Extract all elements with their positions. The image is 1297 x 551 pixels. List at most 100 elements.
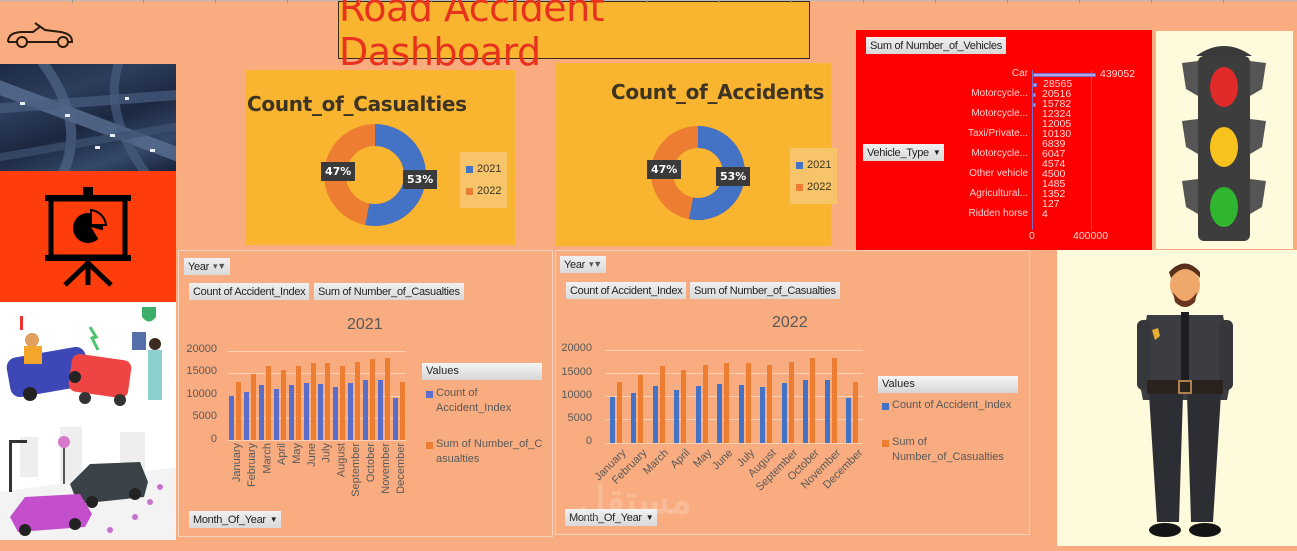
bar [295, 365, 301, 440]
legend-count-accident: Count of Accident_Index [426, 386, 526, 416]
month-label: October [364, 443, 377, 483]
legend-swatch-2022 [466, 187, 473, 195]
vehicles-bar-chart[interactable]: Sum of Number_of_Vehicles Vehicle_Type ▼… [856, 30, 1152, 250]
bar [273, 388, 279, 440]
gridline-400000 [1091, 70, 1092, 230]
bar-plot-area [605, 350, 863, 443]
bar [236, 381, 242, 440]
bar-car [1033, 73, 1096, 77]
convertible-car-icon [5, 22, 74, 53]
gridline [605, 443, 863, 444]
bar [831, 357, 837, 443]
vehicle-label: Motorcycle... [971, 88, 1028, 99]
y-tick: 20000 [186, 343, 217, 355]
legend-label: 2021 [807, 159, 832, 171]
legend-label: Count of Accident_Index [436, 387, 512, 414]
year-filter-button[interactable]: Year ▾▼ [184, 258, 230, 275]
value-label: 439052 [1100, 68, 1136, 80]
legend-label: Sum of Number_of_Casualties [892, 436, 1004, 463]
count-accident-index-field-button[interactable]: Count of Accident_Index [189, 283, 310, 300]
sheet-column-tick [791, 0, 792, 3]
sheet-column-tick [431, 0, 432, 3]
bar [377, 379, 383, 440]
sheet-column-tick [1151, 0, 1152, 3]
accidents-donut-chart[interactable]: Count_of_Accidents 47% 53% 2021 2022 [556, 63, 838, 246]
month-label: February [246, 443, 259, 488]
y-tick: 5000 [192, 410, 217, 422]
vehicle-label: Taxi/Private... [967, 128, 1028, 139]
vehicle-label: Ridden horse [968, 208, 1028, 219]
month-label: November [379, 443, 392, 494]
legend-swatch-2022 [796, 183, 803, 191]
dashboard-title: Road Accident Dashboard [339, 0, 605, 74]
value-label: 28565 [1043, 78, 1073, 90]
value-label: 4 [1042, 208, 1048, 220]
pct-label-2022: 47% [321, 162, 356, 181]
chart-title: 2021 [347, 316, 383, 333]
sum-casualties-field-button[interactable]: Sum of Number_of_Casualties [314, 283, 464, 300]
legend-sum-casualties: Sum of Number_of_Casualties [882, 435, 1027, 465]
vehicle-label: Motorcycle... [971, 148, 1028, 159]
vehicle-type-field-button[interactable]: Vehicle_Type ▼ [863, 144, 945, 161]
year-filter-button[interactable]: Year ▾▼ [560, 256, 606, 273]
sheet-column-tick [1007, 0, 1008, 3]
field-label: Vehicle_Type [867, 146, 929, 159]
bar [1033, 93, 1036, 97]
bar [681, 369, 687, 443]
bar-plot-area [228, 351, 406, 440]
bar [399, 381, 405, 440]
casualties-donut-chart[interactable]: Count_of_Casualties 47% 53% 2021 2022 [245, 70, 515, 245]
month-label: July [320, 443, 333, 463]
sheet-column-tick [1079, 0, 1080, 3]
value-label: 4500 [1042, 168, 1066, 180]
field-label: Month_Of_Year [569, 511, 642, 524]
pct-label-2021: 53% [716, 167, 751, 186]
sheet-column-tick [503, 0, 504, 3]
month-label: March [261, 443, 274, 474]
month-of-year-field-button[interactable]: Month_Of_Year ▼ [565, 509, 658, 526]
value-label: 15782 [1042, 98, 1072, 110]
bar [369, 359, 375, 440]
bar [1033, 83, 1037, 87]
bar [318, 383, 324, 440]
legend-sum-casualties: Sum of Number_of_Casualties [426, 437, 548, 467]
bar [724, 363, 730, 443]
vehicle-label: Other vehicle [969, 168, 1028, 179]
bar [266, 365, 272, 440]
value-label: 4574 [1042, 158, 1066, 170]
value-label: 127 [1042, 198, 1060, 210]
sheet-column-tick [575, 0, 576, 3]
sheet-column-tick [863, 0, 864, 3]
x-tick: 0 [1029, 230, 1035, 242]
month-label: September [350, 443, 363, 497]
chart-title: 2022 [772, 314, 808, 331]
bar [788, 362, 794, 443]
pivot-chart-2022[interactable]: Year ▾▼ Count of Accident_Index Sum of N… [555, 250, 1030, 535]
bar [340, 365, 346, 440]
bar [803, 379, 809, 443]
bar [781, 383, 787, 443]
legend-values-header: Values [422, 363, 542, 380]
legend-label: 2022 [807, 181, 832, 193]
month-of-year-field-button[interactable]: Month_Of_Year ▼ [189, 511, 282, 528]
dropdown-arrow-icon: ▼ [269, 515, 278, 524]
gridline [605, 350, 863, 351]
y-tick: 0 [585, 435, 592, 447]
pct-label-2021: 53% [403, 170, 438, 189]
sum-vehicles-field-button[interactable]: Sum of Number_of_Vehicles [866, 37, 1006, 54]
pivot-chart-2021[interactable]: Year ▾▼ Count of Accident_Index Sum of N… [178, 250, 553, 537]
y-tick: 20000 [561, 342, 592, 354]
bar [333, 386, 339, 440]
watermark: مستقل [578, 480, 692, 522]
field-label: Month_Of_Year [193, 513, 266, 526]
month-label: August [335, 443, 348, 478]
y-tick: 15000 [561, 366, 592, 378]
bar [760, 386, 766, 443]
bar [767, 364, 773, 443]
count-accident-index-field-button[interactable]: Count of Accident_Index [566, 282, 687, 299]
value-label: 6047 [1042, 148, 1066, 160]
bar [1033, 103, 1036, 107]
sum-casualties-field-button[interactable]: Sum of Number_of_Casualties [690, 282, 840, 299]
sheet-column-tick [647, 0, 648, 3]
bar [362, 379, 368, 440]
